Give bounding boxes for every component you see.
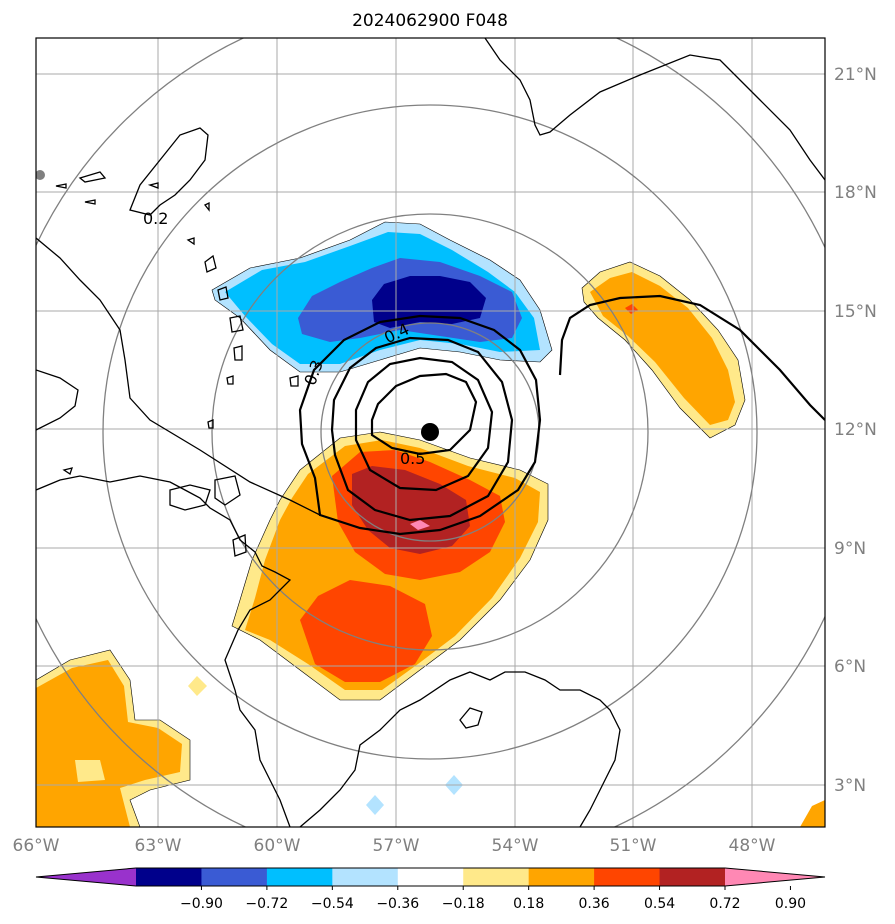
range-rings xyxy=(36,38,825,827)
colorbar-tick-label: 0.72 xyxy=(709,896,740,912)
colorbar-segment xyxy=(332,868,399,886)
colorbar-extend-low xyxy=(36,868,136,886)
lon-label: 60°W xyxy=(254,836,301,856)
colorbar-segment xyxy=(397,868,464,886)
lat-label: 21°N xyxy=(834,65,877,85)
colorbar-tick-label: −0.36 xyxy=(376,896,419,912)
lat-label: 18°N xyxy=(834,183,877,203)
lon-label: 48°W xyxy=(729,836,776,856)
colorbar-segment xyxy=(266,868,333,886)
latitude-labels: 21°N 18°N 15°N 12°N 9°N 6°N 3°N xyxy=(834,65,877,796)
positive-contour-036-east xyxy=(590,272,735,425)
colorbar-extend-high xyxy=(725,868,825,886)
colorbar-tick-label: 0.54 xyxy=(644,896,675,912)
contour-0-5 xyxy=(370,372,478,456)
colorbar-tick-label: −0.72 xyxy=(245,896,288,912)
positive-contour-090 xyxy=(410,520,430,530)
graticule xyxy=(36,38,825,827)
longitude-labels: 66°W 63°W 60°W 57°W 54°W 51°W 48°W xyxy=(13,836,776,856)
colorbar-segment xyxy=(201,868,268,886)
coastlines xyxy=(36,38,825,827)
colorbar-segment xyxy=(528,868,595,886)
colorbar-segment xyxy=(594,868,661,886)
map-title: 2024062900 F048 xyxy=(352,11,508,31)
lon-label: 63°W xyxy=(135,836,182,856)
colorbar-outline xyxy=(35,867,826,887)
negative-anomaly-field xyxy=(211,221,553,373)
small-negative-patch-1 xyxy=(366,795,384,815)
lat-label: 3°N xyxy=(834,776,866,796)
station-marker xyxy=(36,170,45,180)
lat-label: 6°N xyxy=(834,657,866,677)
colorbar-tick-label: −0.54 xyxy=(311,896,354,912)
lon-label: 66°W xyxy=(13,836,60,856)
lon-label: 57°W xyxy=(373,836,420,856)
contour-label-0-5: 0.5 xyxy=(400,449,425,468)
lat-label: 12°N xyxy=(834,420,877,440)
contour-0-2 xyxy=(298,314,542,536)
colorbar-tick-label: −0.90 xyxy=(180,896,223,912)
negative-contour-072 xyxy=(372,276,486,328)
positive-patch-se xyxy=(800,800,825,827)
contour-lines xyxy=(298,294,825,536)
contour-label-0-2: 0.2 xyxy=(143,209,168,228)
colorbar-tick-label: 0.90 xyxy=(775,896,806,912)
colorbar-tick-label: −0.18 xyxy=(442,896,485,912)
map-frame xyxy=(35,37,826,828)
lon-label: 54°W xyxy=(492,836,539,856)
positive-contour-054-south xyxy=(300,580,432,682)
colorbar-tick-label: 0.18 xyxy=(513,896,544,912)
contour-0-3 xyxy=(330,336,514,522)
contour-0-4 xyxy=(354,356,494,492)
contour-outer-east xyxy=(558,294,825,421)
colorbar-segment xyxy=(136,868,202,886)
map-area: 0.2 0.3 0.4 0.5 xyxy=(36,38,825,827)
small-positive-patch xyxy=(188,676,207,696)
colorbar-segment xyxy=(463,868,530,886)
lon-label: 51°W xyxy=(610,836,657,856)
storm-center-marker xyxy=(421,423,439,441)
colorbar-tick-label: 0.36 xyxy=(579,896,610,912)
colorbar: −0.90 −0.72 −0.54 −0.36 −0.18 0.18 0.36 0.54 0.7… xyxy=(35,867,826,912)
colorbar-segment xyxy=(659,868,726,886)
lat-label: 9°N xyxy=(834,539,866,559)
lat-label: 15°N xyxy=(834,302,877,322)
